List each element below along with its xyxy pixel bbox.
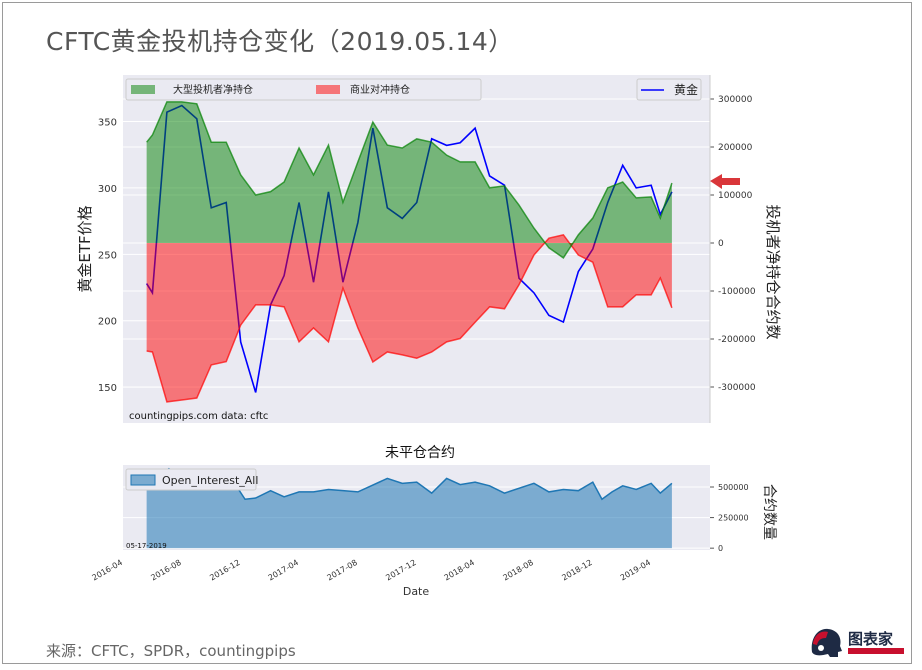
source-annotation: countingpips.com data: cftc [129, 411, 268, 422]
left-tick-label: 200 [98, 317, 117, 328]
chart-frame [2, 2, 912, 664]
x-tick-label: 2018-08 [501, 558, 534, 583]
x-tick-label: 2017-08 [325, 558, 358, 583]
right-tick-label: 500000 [718, 483, 749, 492]
legend-swatch [130, 474, 156, 486]
speculator-net-line [146, 101, 673, 259]
right-tick-label: -300000 [718, 383, 756, 393]
legend-label: Open_Interest_All [162, 474, 258, 487]
right-axis-label: 投机者净持仓合约数 [764, 204, 782, 339]
x-tick-label: 2016-12 [208, 558, 241, 583]
x-tick-label: 2018-12 [560, 558, 593, 583]
date-annotation: 05-17-2019 [126, 542, 167, 550]
legend-label-spec: 大型投机者净持仓 [173, 83, 253, 96]
red-arrow-icon [710, 174, 740, 189]
left-tick-label: 350 [98, 117, 117, 128]
legend-box-gold [636, 78, 702, 101]
right-tick-label: 300000 [718, 95, 753, 105]
commercial-hedge-line [146, 233, 673, 403]
source-note: 来源：CFTC，SPDR，countingpips [46, 642, 296, 660]
commercial-hedge-area [146, 234, 672, 402]
x-tick-label: 2019-04 [619, 558, 652, 583]
right-tick-label: -200000 [718, 335, 756, 345]
left-axis-label: 黄金ETF价格 [76, 205, 94, 292]
svg-text:图表家: 图表家 [848, 630, 893, 648]
legend-swatch-comm [316, 85, 340, 94]
right-tick-label: 0 [718, 544, 723, 553]
tubiaojia-logo: 图表家 [811, 628, 904, 657]
bottom-chart: 0 250000 500000 2016-04 2016-08 2016-12 2017-0… [91, 445, 777, 598]
top-chart: 150 200 250 300 350 -300000 -200000 -100000 0 100… [76, 75, 782, 423]
legend-label-gold: 黄金 [674, 82, 698, 97]
x-tick-label: 2018-04 [443, 558, 476, 583]
legend-label-comm: 商业对冲持仓 [350, 83, 410, 96]
speculator-net-area [146, 101, 672, 258]
right-tick-label: 200000 [718, 143, 753, 153]
x-tick-label: 2016-08 [149, 558, 182, 583]
left-tick-label: 300 [98, 184, 117, 195]
right-tick-label: 100000 [718, 191, 753, 201]
legend-box [125, 468, 257, 491]
x-axis-label: Date [403, 585, 430, 598]
page-title: CFTC黄金投机持仓变化（2019.05.14） [46, 27, 514, 56]
right-tick-label: 250000 [718, 514, 749, 523]
right-axis-label: 合约数量 [761, 484, 777, 540]
x-tick-label: 2017-04 [267, 558, 300, 583]
left-tick-label: 250 [98, 250, 117, 261]
legend-box [125, 78, 482, 101]
right-tick-label: -100000 [718, 287, 756, 297]
x-tick-label: 2017-12 [384, 558, 417, 583]
legend-swatch-spec [131, 85, 155, 94]
bottom-chart-title: 未平仓合约 [385, 445, 455, 461]
x-tick-label: 2016-04 [91, 558, 124, 583]
right-tick-label: 0 [718, 239, 724, 249]
open-interest-area [146, 468, 672, 549]
left-tick-label: 150 [98, 383, 117, 394]
